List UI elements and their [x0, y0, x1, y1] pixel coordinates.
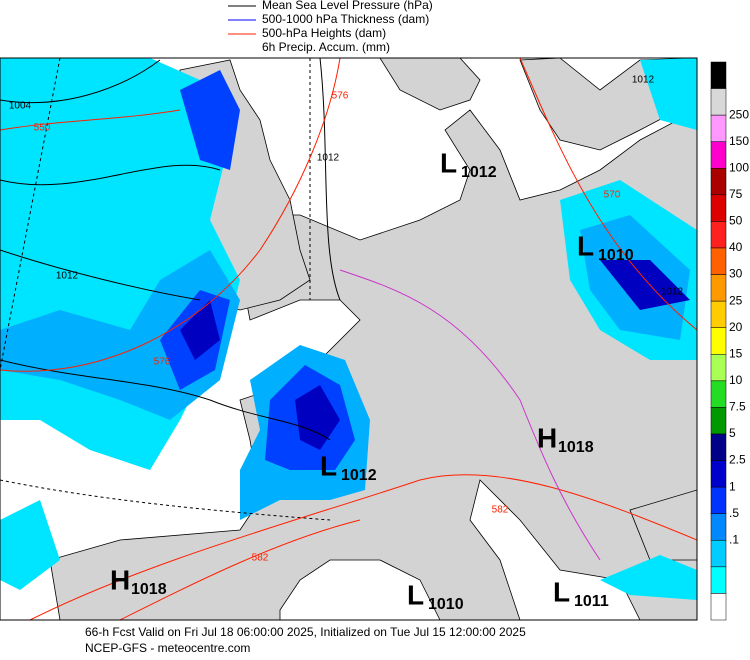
center-letter: L	[320, 450, 337, 481]
legend-label: Mean Sea Level Pressure (hPa)	[262, 0, 433, 12]
colorbar-cell	[710, 513, 727, 541]
center-value: 1010	[598, 247, 634, 264]
colorbar-label: 75	[729, 187, 743, 201]
legend-label: 6h Precip. Accum. (mm)	[262, 40, 390, 54]
colorbar-label: 100	[729, 160, 749, 174]
colorbar-label: 250	[729, 107, 749, 121]
contour-label: 576	[154, 357, 171, 368]
colorbar-cell	[710, 221, 727, 249]
colorbar-cell	[710, 300, 727, 328]
center-value: 1012	[461, 164, 497, 181]
contour-label: 582	[492, 505, 509, 516]
center-value: 1018	[131, 581, 167, 598]
colorbar-cell	[710, 460, 727, 488]
colorbar-label: 10	[729, 373, 743, 387]
colorbar-cell	[710, 486, 727, 514]
colorbar-cell	[710, 141, 727, 169]
contour-label: 582	[252, 553, 269, 564]
colorbar-label: 40	[729, 240, 743, 254]
colorbar-label: 2.5	[729, 453, 746, 467]
legend: Mean Sea Level Pressure (hPa)500-1000 hP…	[228, 0, 433, 54]
colorbar-cell	[710, 88, 727, 116]
colorbar-label: .5	[729, 506, 739, 520]
center-letter: L	[440, 147, 457, 178]
contour-label: 576	[332, 91, 349, 102]
colorbar-label: 20	[729, 320, 743, 334]
precipitation	[0, 58, 697, 600]
colorbar-label: 50	[729, 214, 743, 228]
center-letter: L	[553, 576, 570, 607]
contour-label: 570	[604, 190, 621, 201]
contour-label: 1012	[56, 271, 79, 282]
colorbar-label: 150	[729, 134, 749, 148]
footer-line: 66-h Fcst Valid on Fri Jul 18 06:00:00 2…	[85, 625, 526, 639]
center-value: 1018	[558, 439, 594, 456]
colorbar-cell	[710, 247, 727, 275]
center-letter: H	[110, 564, 130, 595]
center-letter: L	[577, 230, 594, 261]
colorbar-label: 25	[729, 293, 743, 307]
colorbar-cell	[710, 168, 727, 196]
colorbar-cell	[710, 61, 727, 89]
center-letter: H	[537, 422, 557, 453]
colorbar-label: 15	[729, 346, 743, 360]
colorbar: 250 150 100 75 50 40 30 25 20 15 10 7.5 5 2.5 1 .5 .1	[710, 61, 749, 621]
colorbar-cell	[710, 114, 727, 142]
contour-label: 1012	[661, 287, 684, 298]
colorbar-label: .1	[729, 532, 739, 546]
colorbar-cell	[710, 274, 727, 302]
colorbar-cell	[710, 540, 727, 568]
colorbar-cell	[710, 593, 727, 621]
colorbar-label: 1	[729, 479, 736, 493]
colorbar-label: 7.5	[729, 400, 746, 414]
contour-label: 1012	[317, 153, 340, 164]
contour-label: 550	[34, 123, 51, 134]
colorbar-label: 5	[729, 426, 736, 440]
map-frame	[0, 57, 698, 621]
colorbar-cell	[710, 380, 727, 408]
legend-label: 500-1000 hPa Thickness (dam)	[262, 12, 429, 26]
contour-label: 1004	[9, 101, 32, 112]
footer: 66-h Fcst Valid on Fri Jul 18 06:00:00 2…	[85, 625, 526, 655]
colorbar-cell	[710, 327, 727, 355]
colorbar-cell	[710, 354, 727, 382]
contour-label: 1012	[632, 75, 655, 86]
footer-line: NCEP-GFS - meteocentre.com	[85, 641, 250, 655]
map-area	[0, 58, 697, 620]
colorbar-cell	[710, 566, 727, 594]
colorbar-label: 30	[729, 267, 743, 281]
legend-label: 500-hPa Heights (dam)	[262, 26, 386, 40]
center-value: 1012	[341, 467, 377, 484]
contours	[0, 58, 697, 620]
colorbar-cell	[710, 433, 727, 461]
colorbar-cell	[710, 407, 727, 435]
center-value: 1011	[574, 593, 609, 610]
center-letter: L	[407, 579, 424, 610]
center-value: 1010	[428, 596, 464, 613]
colorbar-cell	[710, 194, 727, 222]
